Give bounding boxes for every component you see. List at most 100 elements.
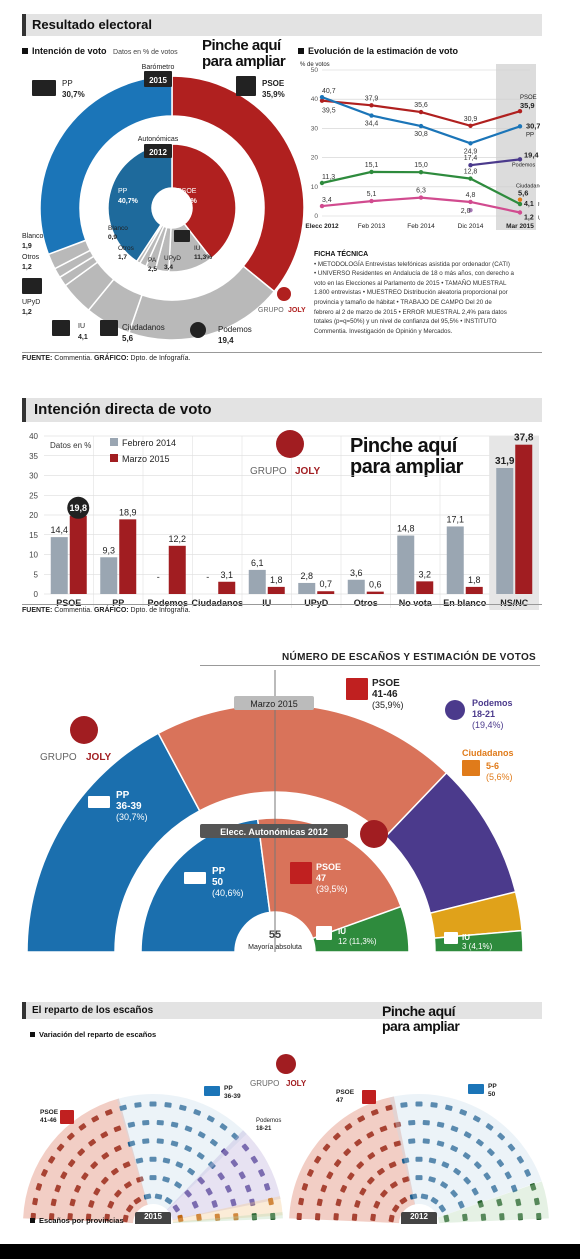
seat-pp xyxy=(428,1157,437,1164)
bar-ytick: 5 xyxy=(34,570,39,579)
line-xtick: Dic 2014 xyxy=(458,223,484,230)
bar-ytick: 20 xyxy=(29,511,38,520)
bar-category: Otros xyxy=(354,598,378,608)
line-ytick: 0 xyxy=(314,213,318,220)
seat-pp xyxy=(184,1145,193,1153)
bar-value-label: 37,8 xyxy=(514,433,534,444)
seat-pp xyxy=(119,1104,127,1111)
seat-pp xyxy=(408,1119,416,1126)
seat-joly-logo xyxy=(276,1054,296,1074)
seat-pp xyxy=(197,1131,206,1139)
psoe-end-label: PSOE xyxy=(520,95,537,101)
line-series-podemos xyxy=(470,158,521,167)
cs-logo xyxy=(100,320,118,336)
bar-ytick: 25 xyxy=(29,491,38,500)
pinche-ampliar-3[interactable]: Pinche aquí para ampliar xyxy=(382,1003,460,1034)
pinche-ampliar-2[interactable]: Pinche aquí para ampliar xyxy=(350,435,463,478)
seat-psoe xyxy=(393,1121,402,1128)
seat-psoe xyxy=(93,1187,101,1196)
bar-value-label: 2,8 xyxy=(300,571,313,581)
seat-pp xyxy=(475,1138,484,1147)
bar-feb-upyd xyxy=(298,582,316,594)
hemi-pp-pct: (30,7%) xyxy=(116,812,148,822)
lines-subtitle: Evolución de la estimación de voto xyxy=(298,46,458,56)
seat-pp xyxy=(483,1172,491,1181)
seat-pp xyxy=(196,1152,205,1160)
bar-ytick: 15 xyxy=(29,531,38,540)
inner-year: 2012 xyxy=(149,148,167,157)
psoe-end-val: 35,9 xyxy=(520,101,535,110)
cs-end-val: 5,6 xyxy=(518,189,528,198)
seat-pp xyxy=(441,1161,450,1169)
inner-iu-logo xyxy=(174,230,190,242)
section2-title: Intención directa de voto xyxy=(22,398,542,422)
hemi-outer-label: Marzo 2015 xyxy=(250,699,298,709)
hemi-pp-seats: 36-39 xyxy=(116,801,142,812)
hemi-podemos-seats: 18-21 xyxy=(472,709,495,719)
seat-psoe xyxy=(32,1197,39,1206)
seat-pp xyxy=(162,1157,171,1164)
pp-end-val: 30,7 xyxy=(526,121,540,130)
bar-ytick: 30 xyxy=(29,472,38,481)
bar-value-label: 18,9 xyxy=(119,507,137,517)
seat-psoe xyxy=(390,1181,398,1189)
bar-value-label: 17,1 xyxy=(446,514,464,524)
line-ytick: 30 xyxy=(311,125,319,132)
outer-label-bg xyxy=(234,696,314,710)
seat-pp xyxy=(472,1115,481,1123)
pp-2012-val: 40,7 xyxy=(322,88,336,95)
source-1: FUENTE: Commentia. GRÁFICO: Dpto. de Inf… xyxy=(22,352,542,362)
joly-brand: GRUPO xyxy=(258,307,284,314)
line-point xyxy=(319,94,325,100)
joly-brand2: JOLY xyxy=(288,307,306,314)
seat-pp xyxy=(457,1200,465,1209)
seat-psoe xyxy=(359,1187,367,1196)
seat-psoe xyxy=(344,1123,353,1131)
line-ylabel: % de votos xyxy=(300,62,330,68)
seat-pp xyxy=(164,1197,173,1205)
seat-psoe xyxy=(351,1213,358,1221)
section3-title: NÚMERO DE ESCAÑOS Y ESTIMACIÓN DE VOTOS xyxy=(282,652,536,663)
seat-pp xyxy=(184,1125,193,1133)
seat-psoe xyxy=(306,1169,314,1177)
seat-podemos xyxy=(241,1143,250,1152)
seat-podemos xyxy=(250,1155,258,1164)
seat-pp xyxy=(401,1157,410,1164)
bar-feb-iu xyxy=(248,569,266,594)
seat-psoe xyxy=(296,1212,302,1221)
hemi-psoe-pct: (35,9%) xyxy=(372,700,404,710)
seat-cs xyxy=(233,1213,239,1221)
inner-pp-label: PP xyxy=(118,188,128,195)
seat-cs xyxy=(177,1214,184,1223)
inner-label-bg xyxy=(200,824,348,838)
seat-podemos xyxy=(191,1200,199,1209)
seat-bg-psoe xyxy=(289,1096,416,1224)
seat-pp xyxy=(149,1156,157,1162)
seat-pp xyxy=(409,1193,418,1200)
seat-iu xyxy=(533,1197,540,1206)
seat-pp xyxy=(174,1181,182,1189)
seat-psoe xyxy=(316,1198,323,1207)
seat-psoe xyxy=(314,1213,321,1221)
inner-psoe-val: 39,5% xyxy=(177,198,198,205)
pinche-ampliar-1[interactable]: Pinche aquí para ampliar xyxy=(202,37,286,70)
seat-psoe xyxy=(107,1200,115,1209)
section4-subtitle: Variación del reparto de escaños xyxy=(30,1030,156,1039)
outer-cs-label: Ciudadanos xyxy=(122,323,165,332)
hemi-inner-iu-name: IU xyxy=(338,927,346,936)
psoe-logo xyxy=(236,76,256,96)
seat-pp xyxy=(430,1102,438,1108)
seat-pp xyxy=(193,1109,202,1116)
bar-value-label: - xyxy=(206,572,209,582)
seat-podemos xyxy=(249,1198,256,1207)
seat-podemos xyxy=(230,1159,239,1168)
seat-podemos xyxy=(263,1183,271,1191)
seat-pp xyxy=(485,1123,494,1131)
upyd-2013-val: 5,1 xyxy=(367,191,377,198)
section1-title: Resultado electoral xyxy=(22,14,542,36)
bar-mar-ns/nc xyxy=(515,444,533,594)
seat-psoe xyxy=(54,1184,62,1193)
bar-ytick: 0 xyxy=(34,590,39,599)
inner-blanco-label: Blanco xyxy=(108,225,128,232)
seat-pp xyxy=(462,1152,471,1160)
